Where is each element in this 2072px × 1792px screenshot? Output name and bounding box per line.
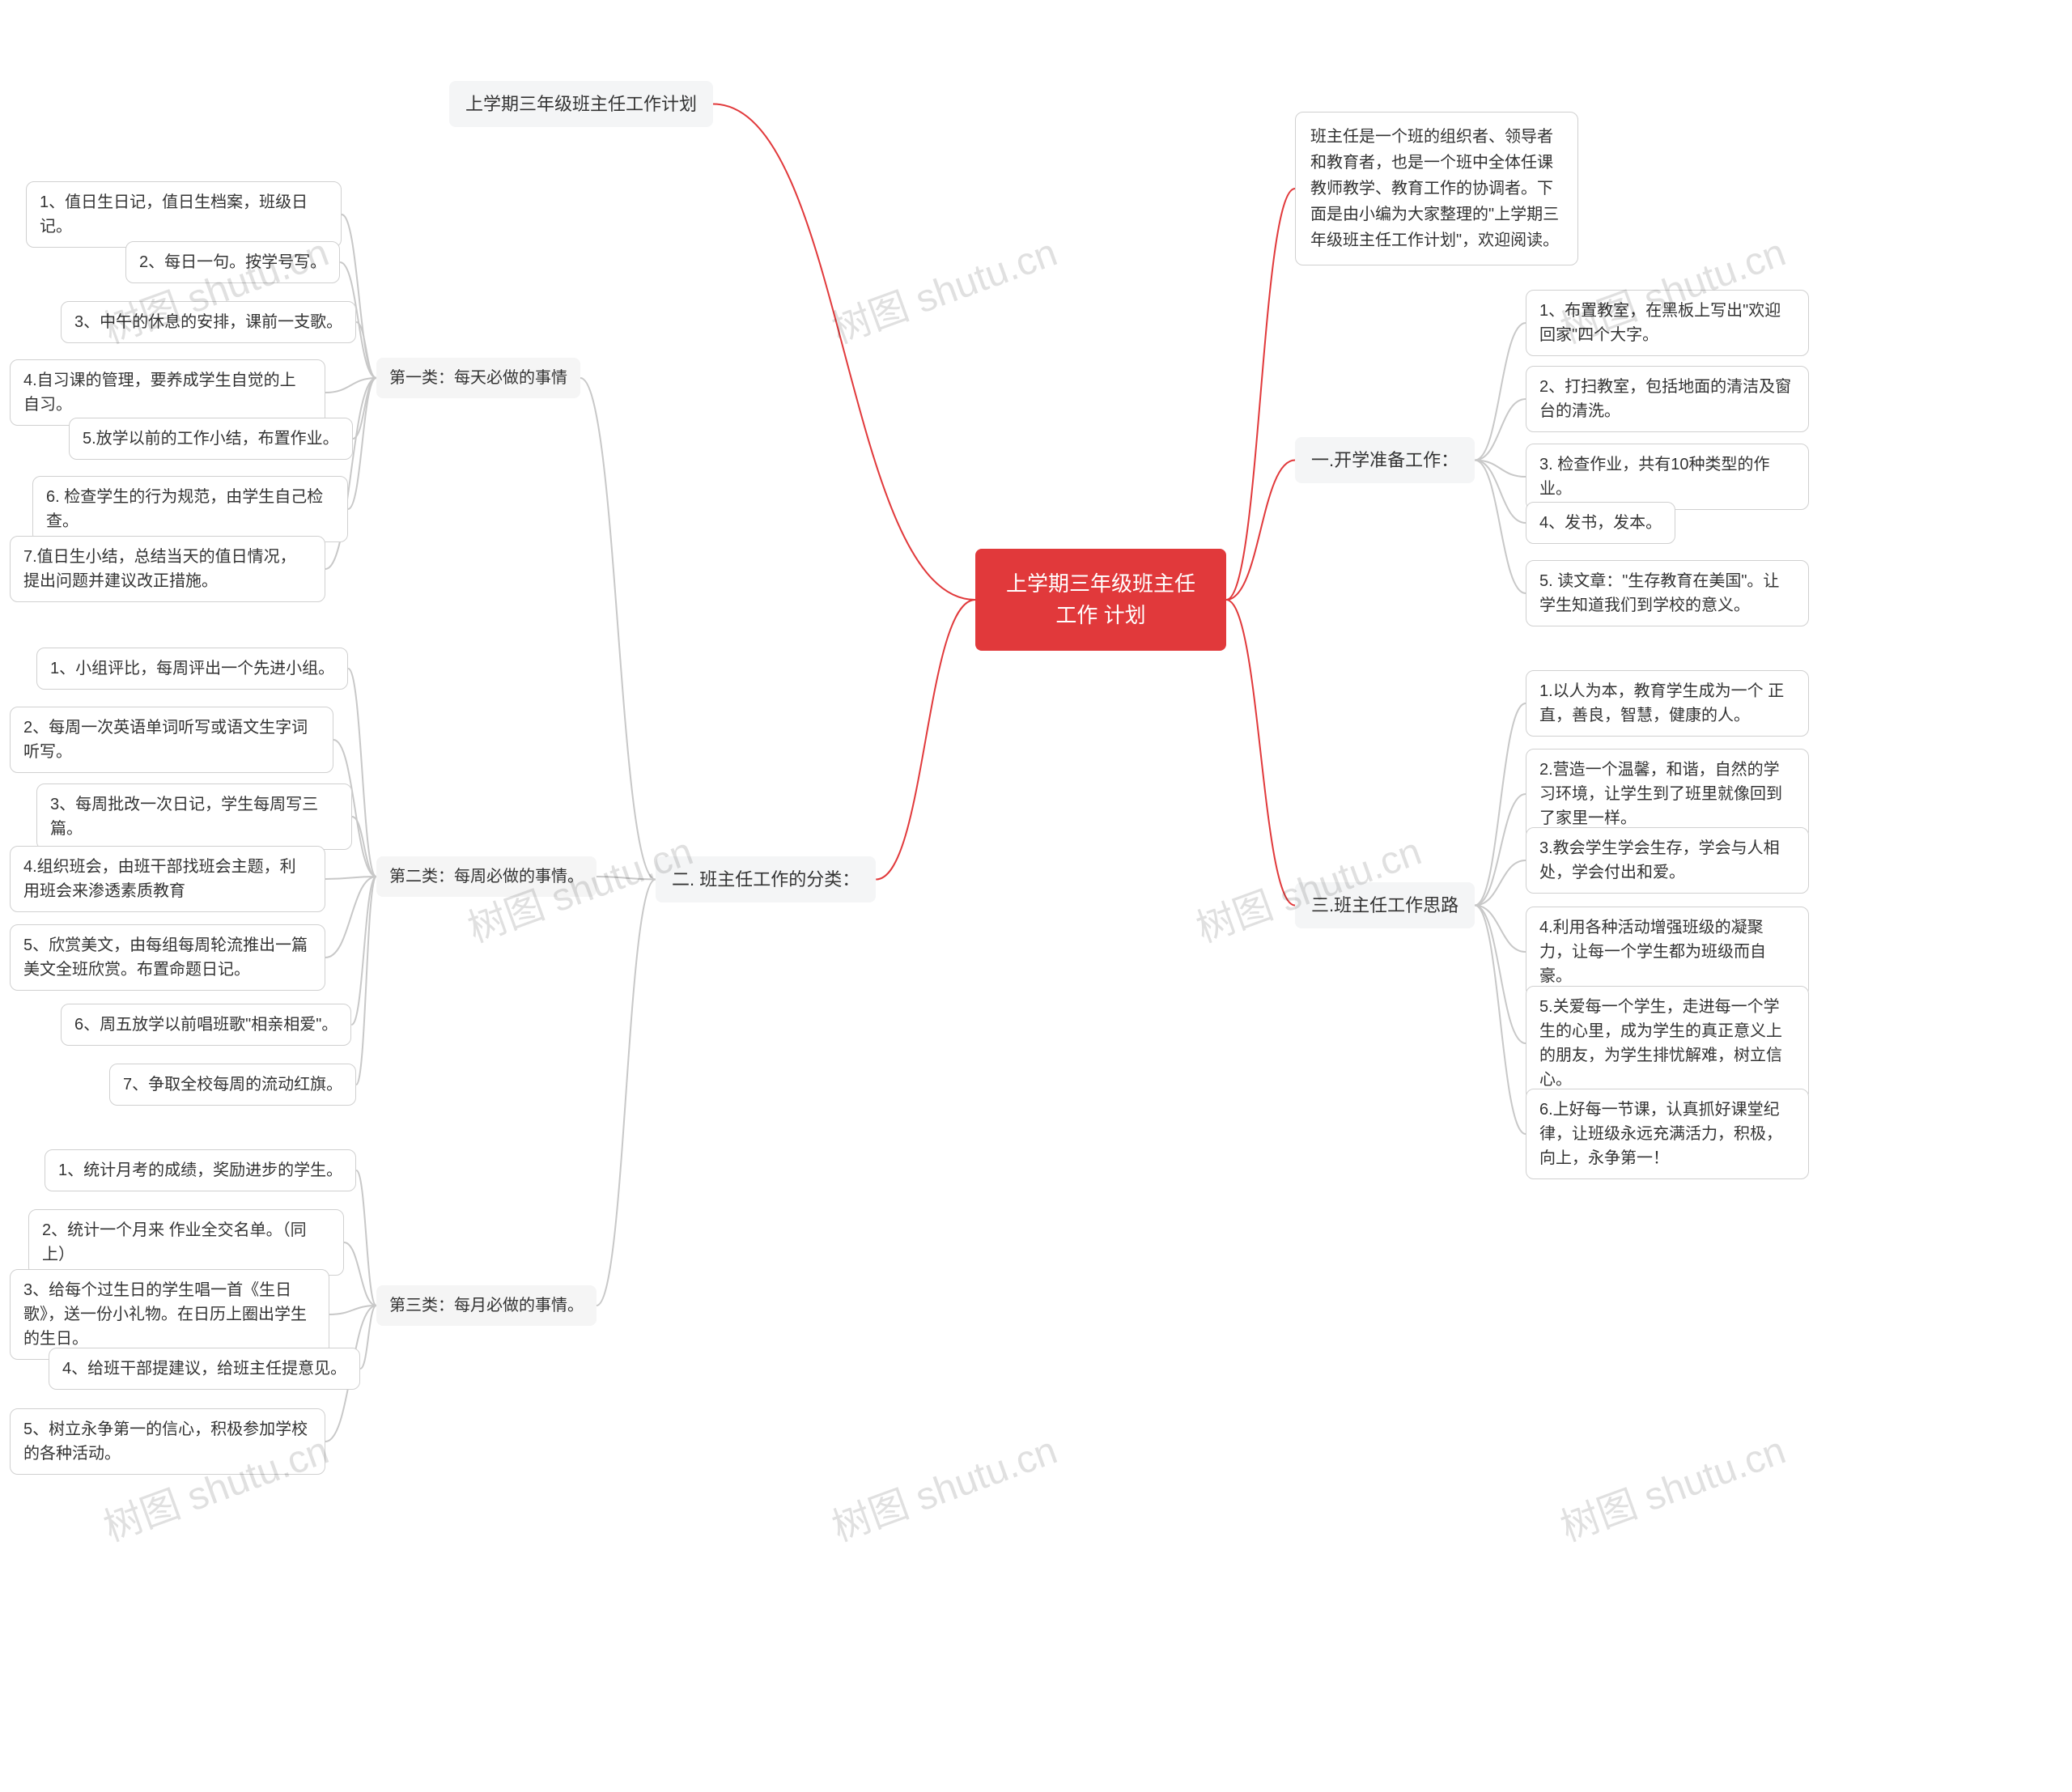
left-section2: 二. 班主任工作的分类： bbox=[656, 856, 876, 902]
sec3-item-3: 4.利用各种活动增强班级的凝聚力，让每一个学生都为班级而自豪。 bbox=[1526, 907, 1809, 997]
cat1-item-2: 3、中午的休息的安排，课前一支歌。 bbox=[61, 301, 356, 343]
watermark: 树图 shutu.cn bbox=[1552, 1418, 1792, 1552]
cat2-item-5: 6、周五放学以前唱班歌"相亲相爱"。 bbox=[61, 1004, 351, 1046]
cat1-item-5: 6. 检查学生的行为规范，由学生自己检查。 bbox=[32, 476, 348, 542]
cat3-item-1: 2、统计一个月来 作业全交名单。（同上） bbox=[28, 1209, 344, 1276]
cat2-item-3: 4.组织班会，由班干部找班会主题，利用班会来渗透素质教育 bbox=[10, 846, 325, 912]
sec1-item-4: 5. 读文章："生存教育在美国"。让学生知道我们到学校的意义。 bbox=[1526, 560, 1809, 626]
root-node: 上学期三年级班主任工作 计划 bbox=[975, 549, 1226, 651]
cat1-item-4: 5.放学以前的工作小结，布置作业。 bbox=[69, 418, 353, 460]
cat2-item-6: 7、争取全校每周的流动红旗。 bbox=[109, 1064, 356, 1106]
intro-text: 班主任是一个班的组织者、领导者和教育者，也是一个班中全体任课教师教学、教育工作的… bbox=[1295, 112, 1578, 265]
sec3-item-5: 6.上好每一节课，认真抓好课堂纪律，让班级永远充满活力，积极，向上，永争第一！ bbox=[1526, 1089, 1809, 1179]
cat2-item-1: 2、每周一次英语单词听写或语文生字词听写。 bbox=[10, 707, 333, 773]
cat3-item-4: 5、树立永争第一的信心，积极参加学校的各种活动。 bbox=[10, 1408, 325, 1475]
cat1-item-3: 4.自习课的管理，要养成学生自觉的上自习。 bbox=[10, 359, 325, 426]
cat1-item-6: 7.值日生小结，总结当天的值日情况，提出问题并建议改正措施。 bbox=[10, 536, 325, 602]
cat1-item-1: 2、每日一句。按学号写。 bbox=[125, 241, 340, 283]
sec1-item-1: 2、打扫教室，包括地面的清洁及窗台的清洗。 bbox=[1526, 366, 1809, 432]
right-section3: 三.班主任工作思路 bbox=[1295, 882, 1475, 928]
sec3-item-0: 1.以人为本，教育学生成为一个 正直，善良，智慧，健康的人。 bbox=[1526, 670, 1809, 737]
cat3-item-2: 3、给每个过生日的学生唱一首《生日歌》，送一份小礼物。在日历上圈出学生的生日。 bbox=[10, 1269, 329, 1360]
sec3-item-1: 2.营造一个温馨，和谐，自然的学习环境，让学生到了班里就像回到了家里一样。 bbox=[1526, 749, 1809, 839]
cat2-item-4: 5、欣赏美文，由每组每周轮流推出一篇美文全班欣赏。布置命题日记。 bbox=[10, 924, 325, 991]
sec1-item-3: 4、发书，发本。 bbox=[1526, 502, 1675, 544]
watermark: 树图 shutu.cn bbox=[823, 220, 1064, 354]
cat1-item-0: 1、值日生日记，值日生档案，班级日记。 bbox=[26, 181, 342, 248]
left-cat2: 第二类：每周必做的事情。 bbox=[376, 856, 597, 897]
sec1-item-0: 1、布置教室，在黑板上写出"欢迎回家"四个大字。 bbox=[1526, 290, 1809, 356]
cat2-item-0: 1、小组评比，每周评出一个先进小组。 bbox=[36, 648, 348, 690]
left-title-top: 上学期三年级班主任工作计划 bbox=[449, 81, 713, 127]
left-cat1: 第一类：每天必做的事情 bbox=[376, 358, 580, 398]
left-cat3: 第三类：每月必做的事情。 bbox=[376, 1285, 597, 1326]
cat3-item-0: 1、统计月考的成绩，奖励进步的学生。 bbox=[45, 1149, 356, 1191]
sec1-item-2: 3. 检查作业，共有10种类型的作业。 bbox=[1526, 444, 1809, 510]
watermark: 树图 shutu.cn bbox=[823, 1418, 1064, 1552]
cat2-item-2: 3、每周批改一次日记，学生每周写三篇。 bbox=[36, 783, 352, 850]
cat3-item-3: 4、给班干部提建议，给班主任提意见。 bbox=[49, 1348, 360, 1390]
sec3-item-4: 5.关爱每一个学生，走进每一个学生的心里，成为学生的真正意义上的朋友，为学生排忧… bbox=[1526, 986, 1809, 1101]
sec3-item-2: 3.教会学生学会生存，学会与人相处，学会付出和爱。 bbox=[1526, 827, 1809, 894]
right-section1: 一.开学准备工作： bbox=[1295, 437, 1475, 483]
